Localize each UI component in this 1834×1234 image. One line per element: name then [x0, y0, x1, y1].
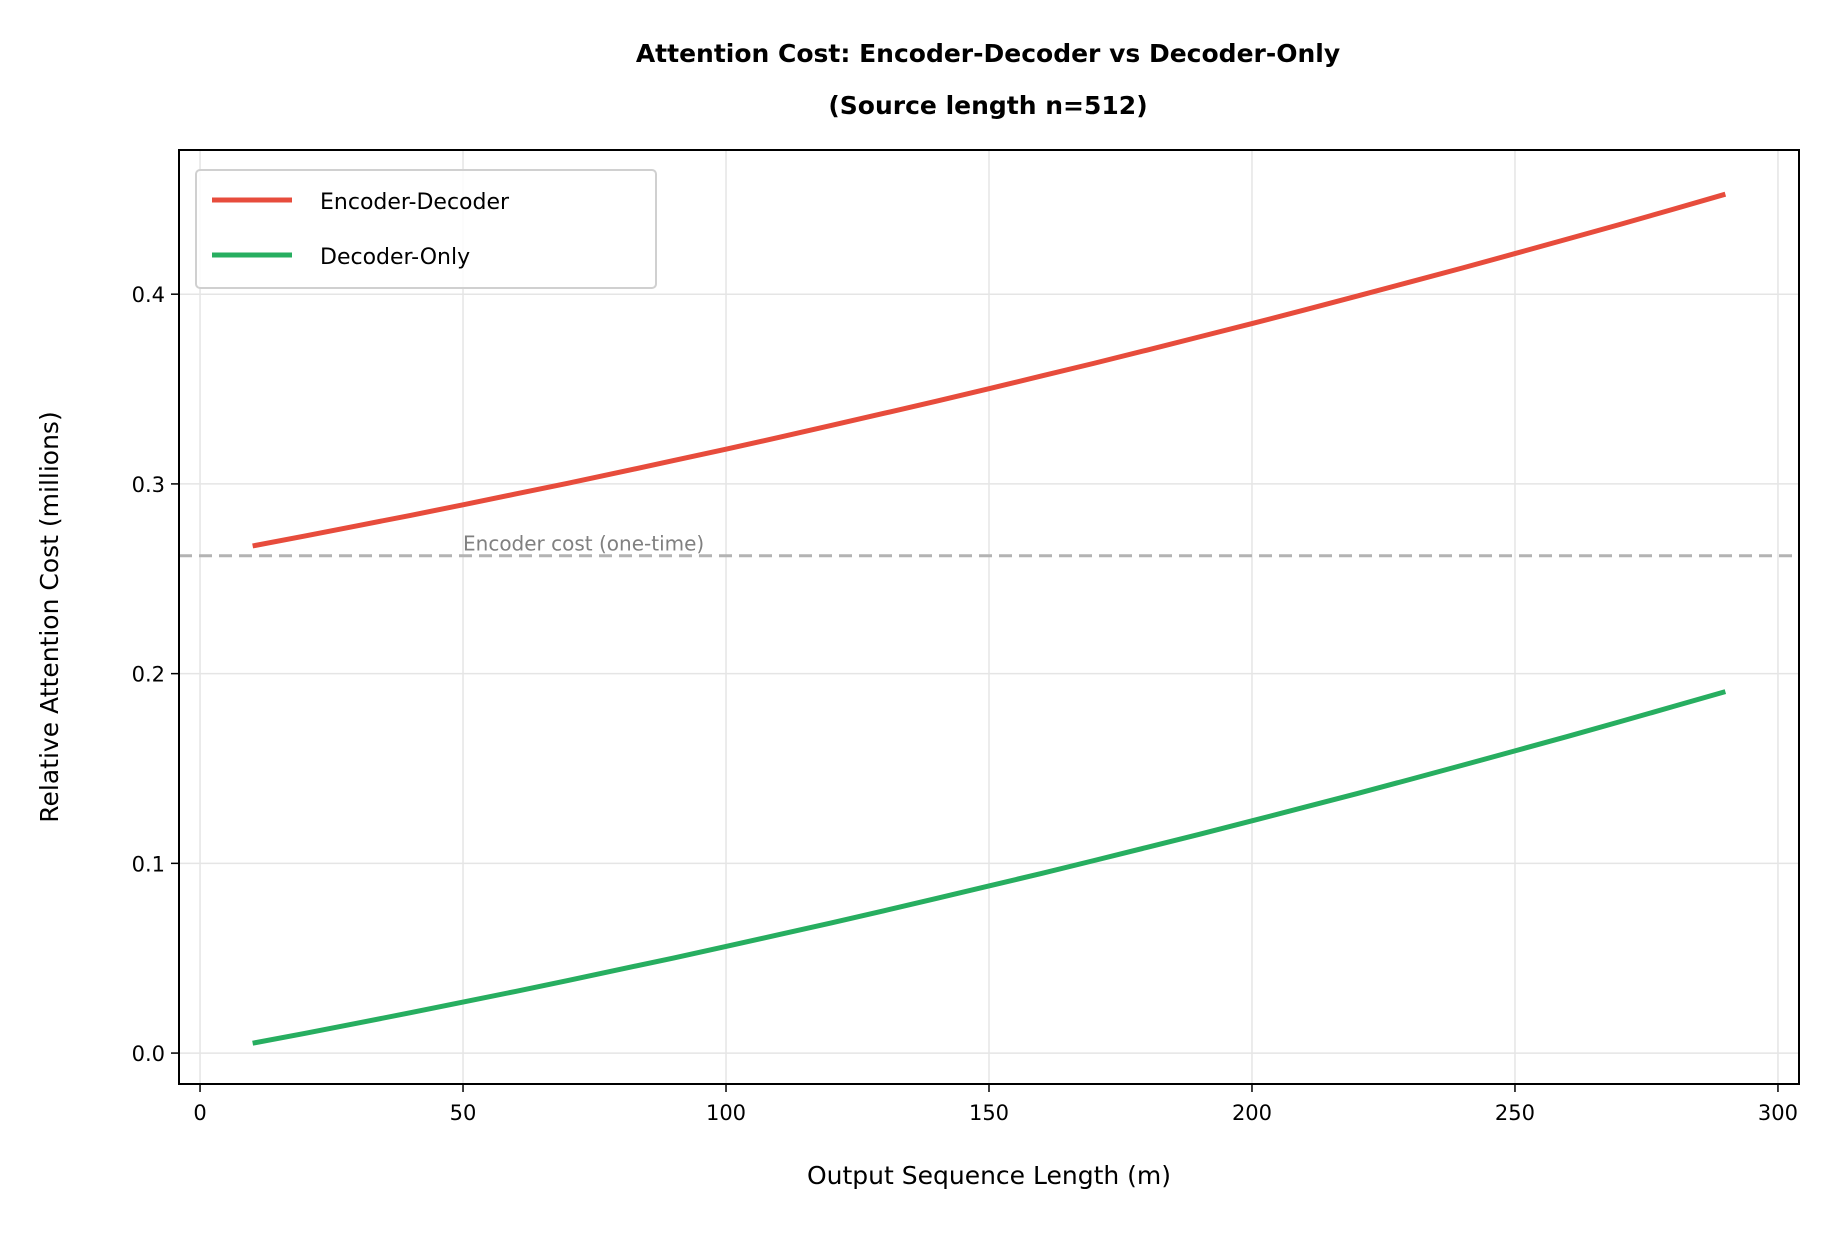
y-tick-label: 0.4	[132, 283, 165, 307]
series-line-decoder-only	[252, 689, 1727, 1046]
encoder-cost-annotation: Encoder cost (one-time)	[463, 532, 704, 556]
x-tick-label: 150	[969, 1101, 1009, 1125]
chart-title: Attention Cost: Encoder-Decoder vs Decod…	[636, 39, 1340, 68]
series-group	[252, 191, 1727, 1046]
x-tick-label: 100	[706, 1101, 746, 1125]
ticks: 0 50 100 150 200 250 300 0.0 0.1 0.2 0.3 0.4	[132, 283, 1798, 1125]
legend-box	[195, 169, 657, 289]
chart-subtitle: (Source length n=512)	[828, 91, 1147, 120]
x-tick-label: 200	[1232, 1101, 1272, 1125]
x-tick-label: 50	[450, 1101, 477, 1125]
reference-line-group: Encoder cost (one-time)	[179, 532, 1799, 558]
y-tick-label: 0.2	[132, 663, 165, 687]
y-tick-label: 0.3	[132, 473, 165, 497]
y-tick-label: 0.1	[132, 852, 165, 876]
x-axis-label: Output Sequence Length (m)	[807, 1161, 1171, 1190]
x-tick-label: 250	[1495, 1101, 1535, 1125]
x-tick-label: 0	[193, 1101, 206, 1125]
grid	[179, 150, 1799, 1084]
series-line-encoder-decoder	[252, 191, 1727, 549]
y-tick-label: 0.0	[132, 1042, 165, 1066]
x-tick-label: 300	[1758, 1101, 1798, 1125]
legend-label-decoder-only: Decoder-Only	[320, 245, 470, 270]
y-axis-label: Relative Attention Cost (millions)	[35, 411, 64, 822]
legend-label-encoder-decoder: Encoder-Decoder	[320, 190, 510, 215]
legend: Encoder-Decoder Decoder-Only	[195, 169, 657, 289]
